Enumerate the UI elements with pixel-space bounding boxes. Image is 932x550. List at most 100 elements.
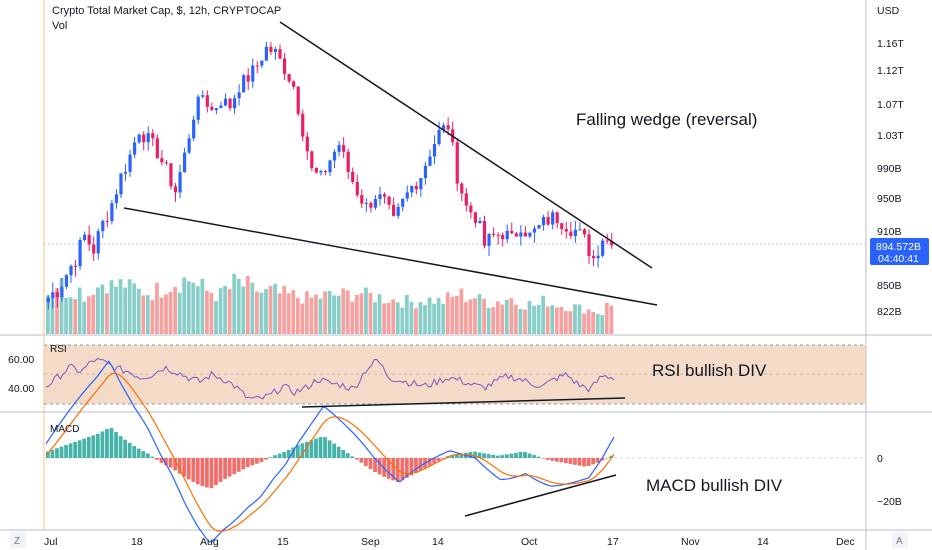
macd-hist-bar bbox=[282, 451, 287, 458]
candle-body bbox=[228, 98, 232, 109]
candle-body bbox=[532, 228, 537, 233]
candle-body bbox=[469, 205, 473, 213]
macd-hist-bar bbox=[432, 458, 436, 464]
wedge-lower-trendline[interactable] bbox=[123, 207, 658, 306]
macd-hist-bar bbox=[191, 458, 196, 482]
candle-body bbox=[355, 181, 359, 196]
volume-bar bbox=[105, 293, 109, 334]
volume-bar bbox=[195, 286, 200, 334]
candle-body bbox=[287, 74, 291, 82]
macd-hist-bar bbox=[536, 456, 541, 458]
wedge-upper-trendline[interactable] bbox=[279, 21, 653, 269]
volume-bar bbox=[91, 294, 96, 334]
volume-bar bbox=[559, 306, 564, 334]
volume-bar bbox=[50, 297, 55, 334]
time-axis[interactable]: Jul 18 Aug 15 Sep 14 Oct 17 Nov 14 Dec bbox=[44, 536, 855, 548]
candle-body bbox=[269, 46, 273, 53]
volume-bar bbox=[436, 297, 441, 334]
macd-hist-bar bbox=[518, 451, 523, 458]
volume-bar bbox=[482, 298, 486, 334]
price-axis[interactable]: USD 1.16T 1.12T 1.07T 1.03T 990B 950B 91… bbox=[870, 5, 929, 318]
candle-body bbox=[342, 145, 346, 152]
macd-hist-bar bbox=[118, 436, 123, 458]
macd-hist-bar bbox=[68, 443, 73, 458]
macd-divergence-line[interactable] bbox=[464, 474, 617, 517]
wedge-annotation: Falling wedge (reversal) bbox=[576, 110, 757, 129]
macd-hist-bar bbox=[82, 438, 87, 458]
volume-bar bbox=[186, 281, 191, 334]
macd-hist-bar bbox=[105, 429, 109, 458]
macd-hist-bar bbox=[241, 458, 246, 470]
rsi-tick-60: 60.00 bbox=[8, 354, 34, 366]
candle-body bbox=[414, 185, 418, 190]
currency-label: USD bbox=[877, 5, 900, 17]
volume-bar bbox=[95, 287, 100, 334]
volume-bar bbox=[264, 289, 268, 334]
macd-hist-bar bbox=[136, 448, 141, 458]
volume-bar bbox=[255, 291, 259, 334]
candle-body bbox=[169, 163, 173, 187]
candle-body bbox=[64, 275, 69, 287]
macd-hist-bar bbox=[604, 458, 609, 459]
volume-bar bbox=[59, 278, 64, 334]
volume-bar bbox=[491, 307, 496, 334]
candle-body bbox=[146, 133, 150, 143]
volume-bar bbox=[359, 293, 364, 334]
volume-bar bbox=[364, 287, 368, 334]
candle-body bbox=[582, 229, 587, 235]
rsi-divergence-line[interactable] bbox=[301, 397, 626, 408]
price-tick: 950B bbox=[877, 193, 902, 205]
macd-hist-bar bbox=[491, 454, 496, 458]
drawings[interactable] bbox=[123, 21, 658, 517]
macd-hist-bar bbox=[523, 451, 527, 458]
volume-bar bbox=[200, 278, 205, 334]
candle-body bbox=[282, 58, 287, 75]
candle-body bbox=[455, 142, 459, 184]
volume-bar bbox=[568, 311, 573, 334]
volume-bar bbox=[582, 313, 586, 334]
candle-body bbox=[328, 160, 332, 173]
macd-hist-bar bbox=[127, 442, 132, 458]
volume-bar bbox=[291, 290, 296, 334]
candle-body bbox=[292, 81, 296, 87]
volume-bar bbox=[595, 314, 600, 334]
auto-scale-toggle-left[interactable]: Z bbox=[10, 532, 26, 548]
candle-body bbox=[378, 194, 382, 200]
candle-body bbox=[387, 196, 391, 205]
candle-body bbox=[578, 229, 582, 231]
candle-body bbox=[537, 224, 541, 229]
macd-hist-bar bbox=[109, 428, 114, 458]
volume-bar bbox=[55, 288, 59, 334]
macd-hist-bar bbox=[77, 440, 82, 458]
candle-body bbox=[69, 265, 73, 276]
volume-bar bbox=[600, 315, 605, 334]
macd-hist-bar bbox=[359, 458, 364, 463]
volume-bar bbox=[532, 306, 536, 334]
volume-bar bbox=[114, 286, 118, 334]
macd-hist-bar bbox=[373, 458, 377, 473]
time-label: 14 bbox=[757, 536, 769, 548]
volume-bar bbox=[295, 297, 300, 334]
volume-bar bbox=[368, 292, 373, 334]
macd-hist-bar bbox=[354, 458, 359, 460]
volume-bar bbox=[514, 304, 518, 334]
candle-body bbox=[119, 173, 123, 195]
price-tick: 1.07T bbox=[877, 99, 904, 111]
macd-hist-bar bbox=[277, 453, 282, 458]
volume-bar bbox=[341, 288, 346, 334]
macd-hist-bar bbox=[436, 458, 441, 462]
macd-tick-neg: −20B bbox=[877, 496, 902, 508]
candle-body bbox=[596, 255, 600, 259]
volume-bar bbox=[504, 299, 509, 334]
candle-body bbox=[314, 167, 318, 173]
macd-hist-bar bbox=[291, 447, 296, 458]
candle-body bbox=[364, 202, 368, 204]
auto-scale-toggle-right[interactable]: A bbox=[892, 532, 908, 548]
volume-bar bbox=[382, 303, 386, 334]
volume-bar bbox=[68, 297, 73, 334]
macd-hist-bar bbox=[545, 458, 550, 460]
candle-body bbox=[560, 223, 564, 229]
macd-hist-bar bbox=[418, 458, 423, 471]
